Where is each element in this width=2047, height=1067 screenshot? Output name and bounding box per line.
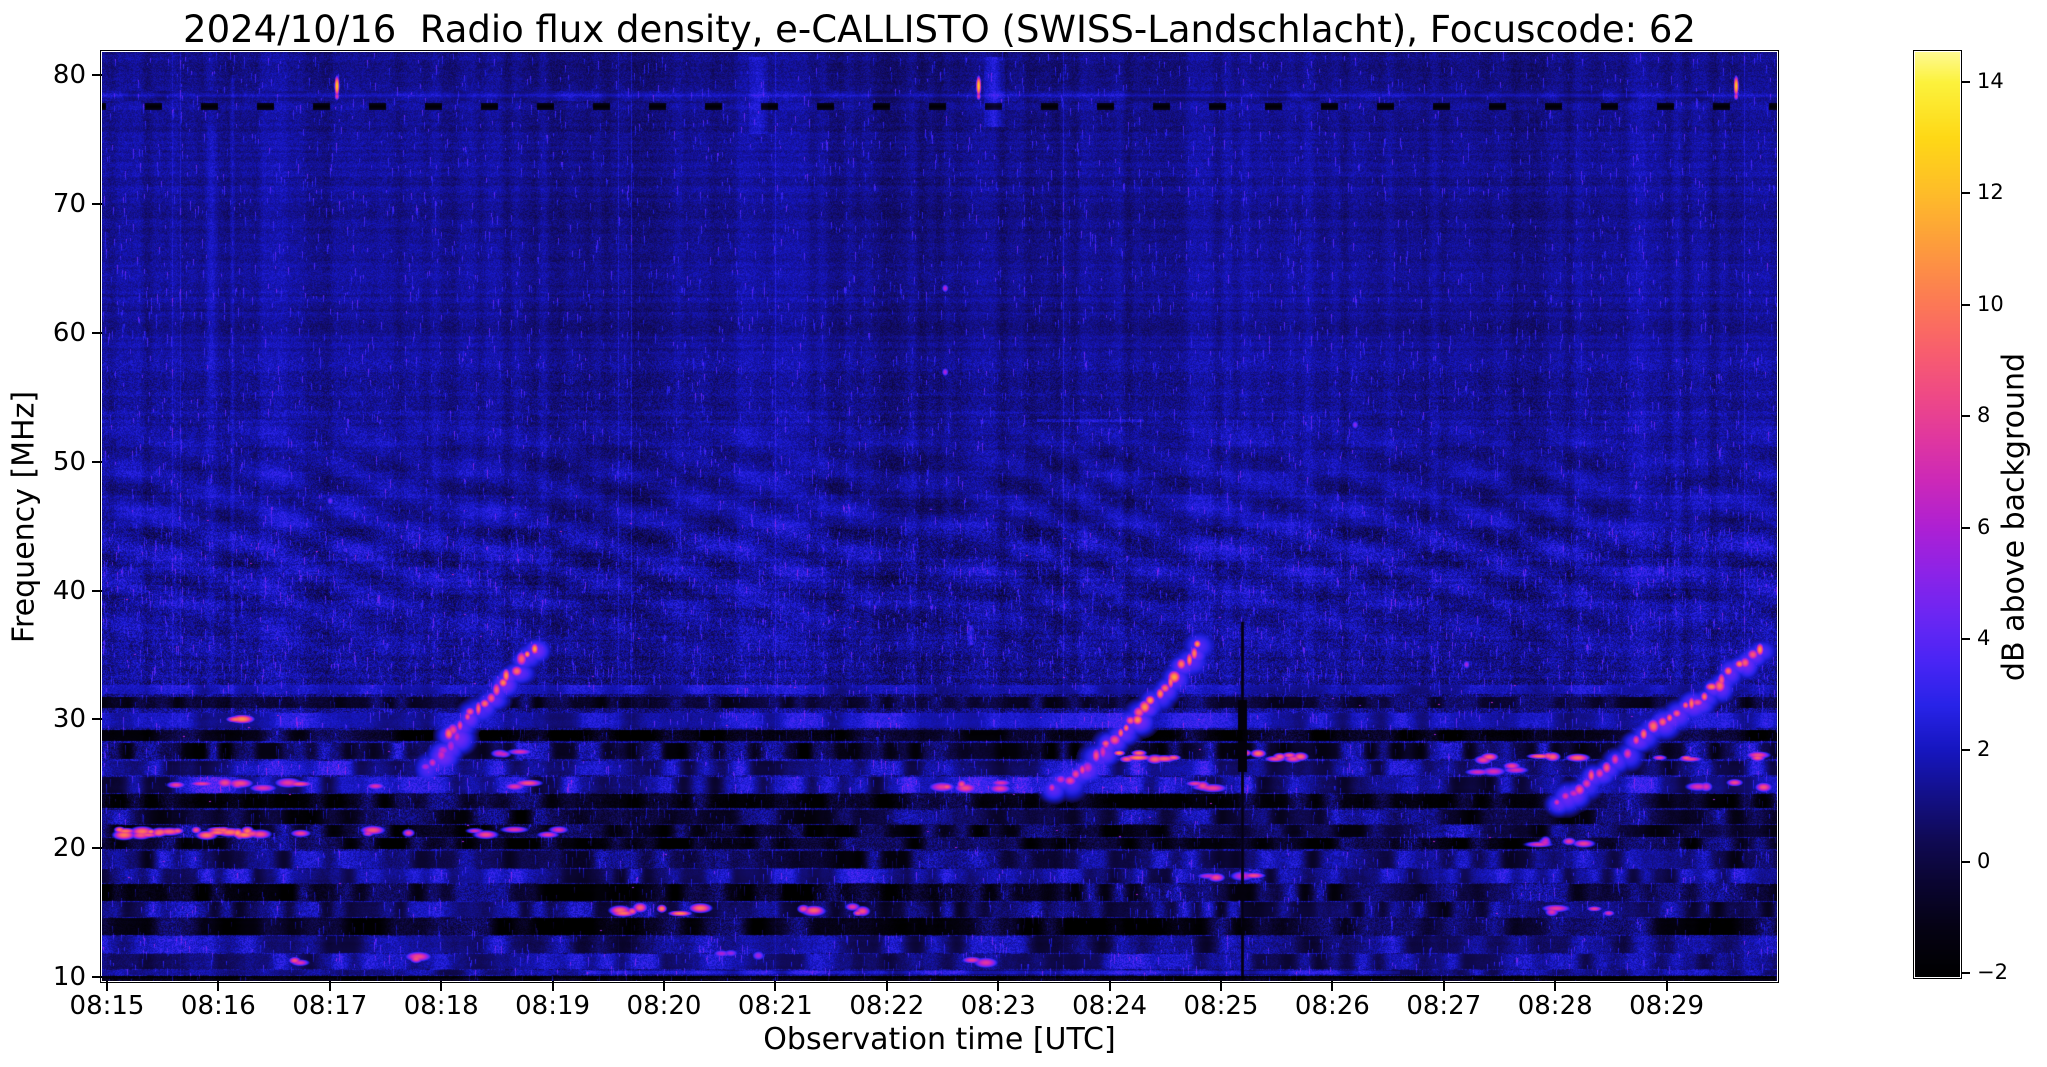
y-tick-mark xyxy=(92,976,102,979)
x-axis-label: Observation time [UTC] xyxy=(763,1022,1116,1057)
x-tick-mark xyxy=(1108,981,1111,991)
y-tick-mark xyxy=(92,203,102,206)
colorbar-tick-mark xyxy=(1961,81,1970,84)
y-tick-label: 40 xyxy=(52,575,86,606)
x-tick-label: 08:18 xyxy=(403,991,479,1021)
x-tick-label: 08:29 xyxy=(1629,991,1705,1021)
y-tick-mark xyxy=(92,74,102,77)
y-tick-mark xyxy=(92,718,102,721)
y-tick-mark xyxy=(92,331,102,334)
colorbar-tick-label: 0 xyxy=(1977,848,1991,873)
colorbar-tick-mark xyxy=(1961,637,1970,640)
colorbar-label: dB above background xyxy=(1996,352,2032,682)
spectrogram-heatmap xyxy=(102,52,1777,981)
x-tick-label: 08:25 xyxy=(1183,991,1259,1021)
x-tick-label: 08:17 xyxy=(292,991,368,1021)
x-tick-label: 08:16 xyxy=(180,991,256,1021)
colorbar-tick-label: 12 xyxy=(1977,180,2004,205)
x-tick-label: 08:26 xyxy=(1294,991,1370,1021)
colorbar-tick-label: 10 xyxy=(1977,291,2004,316)
x-tick-label: 08:28 xyxy=(1517,991,1593,1021)
colorbar-tick-label: 4 xyxy=(1977,625,1991,650)
x-tick-label: 08:15 xyxy=(69,991,145,1021)
colorbar-tick-label: 14 xyxy=(1977,69,2004,94)
x-tick-mark xyxy=(885,981,888,991)
colorbar-tick-mark xyxy=(1961,972,1970,975)
x-tick-mark xyxy=(1220,981,1222,991)
y-tick-label: 20 xyxy=(52,833,86,864)
colorbar-tick-mark xyxy=(1961,303,1970,306)
y-tick-label: 80 xyxy=(52,60,86,91)
chart-title: 2024/10/16 Radio flux density, e-CALLIST… xyxy=(183,8,1696,51)
x-tick-label: 08:21 xyxy=(737,991,813,1021)
x-tick-label: 08:23 xyxy=(960,991,1036,1021)
y-tick-label: 70 xyxy=(52,189,86,220)
x-tick-mark xyxy=(1554,981,1557,991)
colorbar-tick-label: −2 xyxy=(1977,960,2008,985)
x-tick-label: 08:19 xyxy=(515,991,591,1021)
x-tick-mark xyxy=(663,981,665,991)
x-tick-mark xyxy=(440,981,443,991)
colorbar-tick-label: 2 xyxy=(1977,737,1991,762)
y-axis-label: Frequency [MHz] xyxy=(6,390,42,644)
x-tick-mark xyxy=(1442,981,1445,991)
x-tick-label: 08:22 xyxy=(849,991,925,1021)
x-tick-mark xyxy=(328,981,331,991)
x-tick-mark xyxy=(997,981,1000,991)
x-tick-mark xyxy=(106,981,108,991)
colorbar-tick-mark xyxy=(1961,526,1970,529)
y-tick-label: 10 xyxy=(52,962,86,993)
y-tick-label: 60 xyxy=(52,317,86,348)
colorbar-gradient xyxy=(1915,52,1960,977)
y-tick-label: 30 xyxy=(52,704,86,735)
y-tick-label: 50 xyxy=(52,446,86,477)
y-tick-mark xyxy=(92,589,102,592)
x-tick-label: 08:27 xyxy=(1406,991,1482,1021)
x-tick-label: 08:24 xyxy=(1072,991,1148,1021)
colorbar-tick-mark xyxy=(1961,415,1970,418)
x-tick-mark xyxy=(774,981,777,991)
colorbar-tick-mark xyxy=(1961,192,1970,195)
x-tick-mark xyxy=(217,981,220,991)
colorbar-tick-label: 8 xyxy=(1977,403,1991,428)
x-tick-label: 08:20 xyxy=(626,991,702,1021)
x-tick-mark xyxy=(1665,981,1668,991)
x-tick-mark xyxy=(551,981,554,991)
colorbar-tick-mark xyxy=(1961,860,1970,863)
colorbar-tick-label: 6 xyxy=(1977,514,1991,539)
y-tick-mark xyxy=(92,460,102,463)
y-tick-mark xyxy=(92,847,102,850)
x-tick-mark xyxy=(1331,981,1334,991)
colorbar-tick-mark xyxy=(1961,749,1970,752)
